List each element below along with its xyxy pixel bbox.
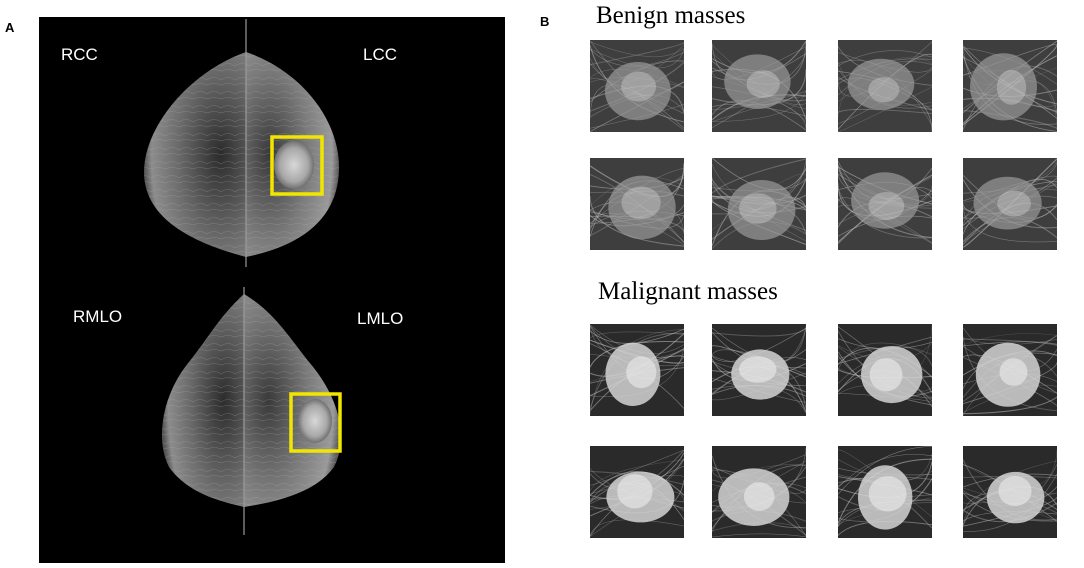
lmlo-lesion	[298, 399, 332, 443]
benign-mass-thumbnail	[712, 158, 806, 250]
lcc-label: LCC	[363, 45, 398, 64]
malignant-mass-thumbnail	[712, 446, 806, 538]
malignant-mass-thumbnail	[838, 446, 932, 538]
mlo-views	[161, 287, 342, 535]
benign-mass-thumbnail	[838, 40, 932, 132]
malignant-mass-thumbnail	[590, 446, 684, 538]
panel-a-letter: A	[5, 20, 15, 35]
malignant-mass-thumbnail	[712, 324, 806, 416]
panel-b-letter: B	[540, 14, 550, 29]
benign-mass-thumbnail	[963, 40, 1057, 132]
malignant-title: Malignant masses	[598, 278, 778, 305]
lcc-lesion	[274, 141, 314, 189]
malignant-mass-thumbnail	[963, 446, 1057, 538]
malignant-mass-thumbnail	[963, 324, 1057, 416]
benign-title: Benign masses	[596, 2, 746, 29]
malignant-mass-thumbnail	[590, 324, 684, 416]
benign-mass-thumbnail	[590, 40, 684, 132]
lmlo-label: LMLO	[357, 309, 404, 328]
malignant-mass-thumbnail	[838, 324, 932, 416]
benign-mass-thumbnail	[963, 158, 1057, 250]
benign-mass-thumbnail	[712, 40, 806, 132]
rmlo-label: RMLO	[73, 307, 123, 326]
lcc-lesion-box	[270, 135, 324, 196]
cc-views	[144, 19, 339, 267]
benign-mass-thumbnail	[590, 158, 684, 250]
mammogram-panel: RCC LCC RMLO LMLO	[39, 17, 505, 563]
rcc-label: RCC	[61, 45, 98, 64]
benign-mass-thumbnail	[838, 158, 932, 250]
lmlo-lesion-box	[289, 392, 342, 453]
mammogram-views	[144, 19, 342, 535]
